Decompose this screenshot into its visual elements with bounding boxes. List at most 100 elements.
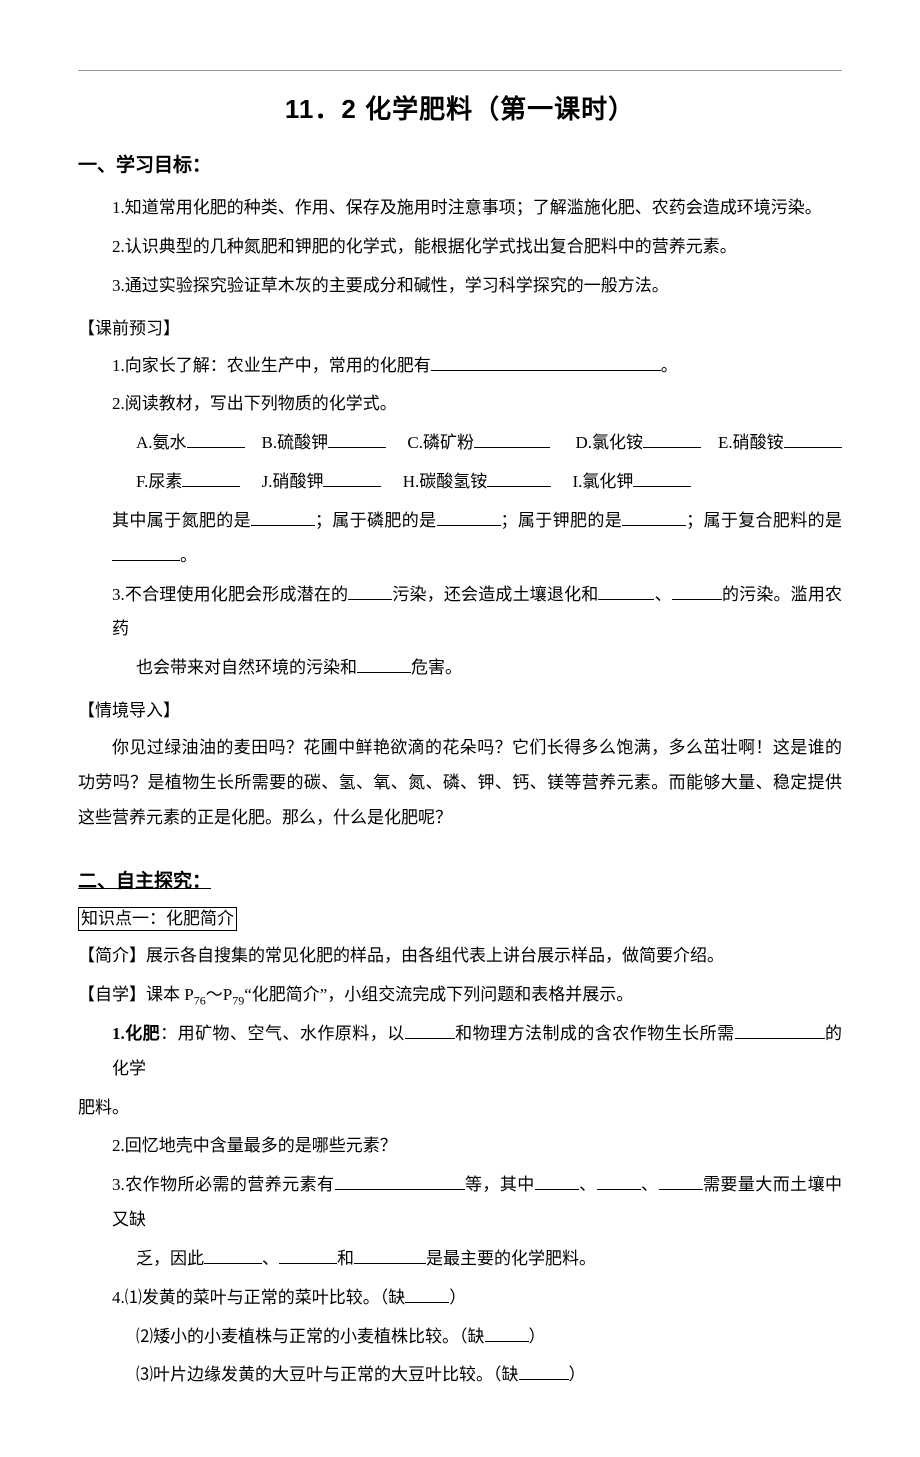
text: ；属于钾肥的是 [501,511,623,530]
explore-q3-line1: 3.农作物所必需的营养元素有等，其中、、需要量大而土壤中又缺 [78,1168,842,1238]
blank [431,353,661,371]
blank [622,508,686,526]
text: “化肥简介”，小组交流完成下列问题和表格并展示。 [244,985,633,1004]
blank [487,469,551,487]
text: 课本 P [146,985,194,1004]
text: 1.向家长了解：农业生产中，常用的化肥有 [112,356,431,375]
blank [474,430,550,448]
knowledge-point-label: 知识点一：化肥简介 [78,907,237,931]
section-heading-explore: 二、自主探究： [78,866,842,893]
self-label: 【自学】 [78,985,146,1004]
explore-q4-line3: ⑶叶片边缘发黄的大豆叶与正常的大豆叶比较。（缺 ） [78,1358,842,1393]
text: 是最主要的化学肥料。 [426,1249,596,1268]
text: 和 [337,1249,354,1268]
formula-row-2: F.尿素 J.硝酸钾 H.碳酸氢铵 I.氯化钾 [78,465,842,500]
blank [437,508,501,526]
text: 等，其中 [465,1175,535,1194]
top-rule [78,70,842,71]
blank [735,1021,825,1039]
text: 3.农作物所必需的营养元素有 [112,1175,335,1194]
blank [112,543,180,561]
text: ⑶叶片边缘发黄的大豆叶与正常的大豆叶比较。（缺 [136,1365,519,1384]
blank [251,508,315,526]
page: 11．2 化学肥料（第一课时） 一、学习目标： 1.知道常用化肥的种类、作用、保… [0,0,920,1457]
explore-q2: 2.回忆地壳中含量最多的是哪些元素？ [78,1129,842,1164]
text: ⑵矮小的小麦植株与正常的小麦植株比较。（缺 [136,1327,485,1346]
blank [784,430,842,448]
blank [182,469,240,487]
text: ；属于磷肥的是 [315,511,437,530]
text: 、 [654,585,671,604]
blank [633,469,691,487]
explore-q3-line2: 乏，因此 、 和 是最主要的化学肥料。 [78,1242,842,1277]
spacer [78,840,842,866]
blank [405,1285,449,1303]
blank [354,1246,426,1264]
intro-label: 【简介】 [78,946,146,965]
intro-line: 【简介】展示各自搜集的常见化肥的样品，由各组代表上讲台展示样品，做简要介绍。 [78,939,842,974]
blank [598,582,654,600]
item-j: J.硝酸钾 [262,472,324,491]
blank [204,1246,262,1264]
explore-q4-line1: 4.⑴发黄的菜叶与正常的菜叶比较。（缺 ） [78,1281,842,1316]
text: 4.⑴发黄的菜叶与正常的菜叶比较。（缺 [112,1288,405,1307]
item-i: I.氯化钾 [573,472,634,491]
blank [519,1362,569,1380]
text: 3.不合理使用化肥会形成潜在的 [112,585,348,604]
blank [485,1324,529,1342]
preclass-heading: 【课前预习】 [78,314,842,339]
text: ～P [206,985,232,1004]
explore-q1-line1: 1.化肥：用矿物、空气、水作原料，以和物理方法制成的含农作物生长所需的化学 [78,1017,842,1087]
goal-item: 3.通过实验探究验证草木灰的主要成分和碱性，学习科学探究的一般方法。 [78,269,842,304]
item-d: D.氯化铵 [575,433,643,452]
section-heading-goals: 一、学习目标： [78,150,842,177]
situational-heading: 【情境导入】 [78,696,842,721]
item-c: C.磷矿粉 [407,433,474,452]
page-title: 11．2 化学肥料（第一课时） [78,89,842,126]
blank [335,1172,465,1190]
preclass-q1: 1.向家长了解：农业生产中，常用的化肥有 。 [78,349,842,384]
item-f: F.尿素 [136,472,182,491]
text: 其中属于氮肥的是 [112,511,251,530]
formula-row-1: A.氨水 B.硫酸钾 C.磷矿粉 D.氯化铵 E.硝酸铵 [78,426,842,461]
situational-body: 你见过绿油油的麦田吗？花圃中鲜艳欲滴的花朵吗？它们长得多么饱满，多么茁壮啊！这是… [78,731,842,836]
blank [405,1021,455,1039]
goal-item: 1.知道常用化肥的种类、作用、保存及施用时注意事项；了解滥施化肥、农药会造成环境… [78,191,842,226]
text: 乏，因此 [136,1249,204,1268]
text: 危害。 [411,658,462,677]
text: ：用矿物、空气、水作原料，以 [160,1024,405,1043]
knowledge-point-box: 知识点一：化肥简介 [78,907,842,931]
blank [643,430,701,448]
page-sub: 79 [232,993,244,1007]
page-sub: 76 [194,993,206,1007]
blank [672,582,722,600]
text: 、 [579,1175,597,1194]
explore-q4-line2: ⑵矮小的小麦植株与正常的小麦植株比较。（缺 ） [78,1320,842,1355]
text: 、 [262,1249,279,1268]
blank [328,430,386,448]
goal-item: 2.认识典型的几种氮肥和钾肥的化学式，能根据化学式找出复合肥料中的营养元素。 [78,230,842,265]
text: 、 [641,1175,659,1194]
intro-text: 展示各自搜集的常见化肥的样品，由各组代表上讲台展示样品，做简要介绍。 [146,946,724,965]
blank [659,1172,703,1190]
blank [323,469,381,487]
blank [535,1172,579,1190]
text: ；属于复合肥料的是 [686,511,842,530]
text: 也会带来对自然环境的污染和 [136,658,357,677]
item-h: H.碳酸氢铵 [403,472,488,491]
text: 和物理方法制成的含农作物生长所需 [455,1024,735,1043]
text: ） [529,1327,546,1346]
text: ） [569,1365,586,1384]
blank [357,655,411,673]
category-line: 其中属于氮肥的是 ；属于磷肥的是 ；属于钾肥的是 ；属于复合肥料的是。 [78,504,842,574]
self-study-line: 【自学】课本 P76～P79“化肥简介”，小组交流完成下列问题和表格并展示。 [78,978,842,1013]
item-b: B.硫酸钾 [262,433,329,452]
preclass-q2-intro: 2.阅读教材，写出下列物质的化学式。 [78,387,842,422]
text: 。 [661,356,678,375]
lead: 1.化肥 [112,1024,160,1043]
blank [187,430,245,448]
text: 污染，还会造成土壤退化和 [392,585,598,604]
text: 。 [180,546,197,565]
text: ） [449,1288,466,1307]
blank [597,1172,641,1190]
